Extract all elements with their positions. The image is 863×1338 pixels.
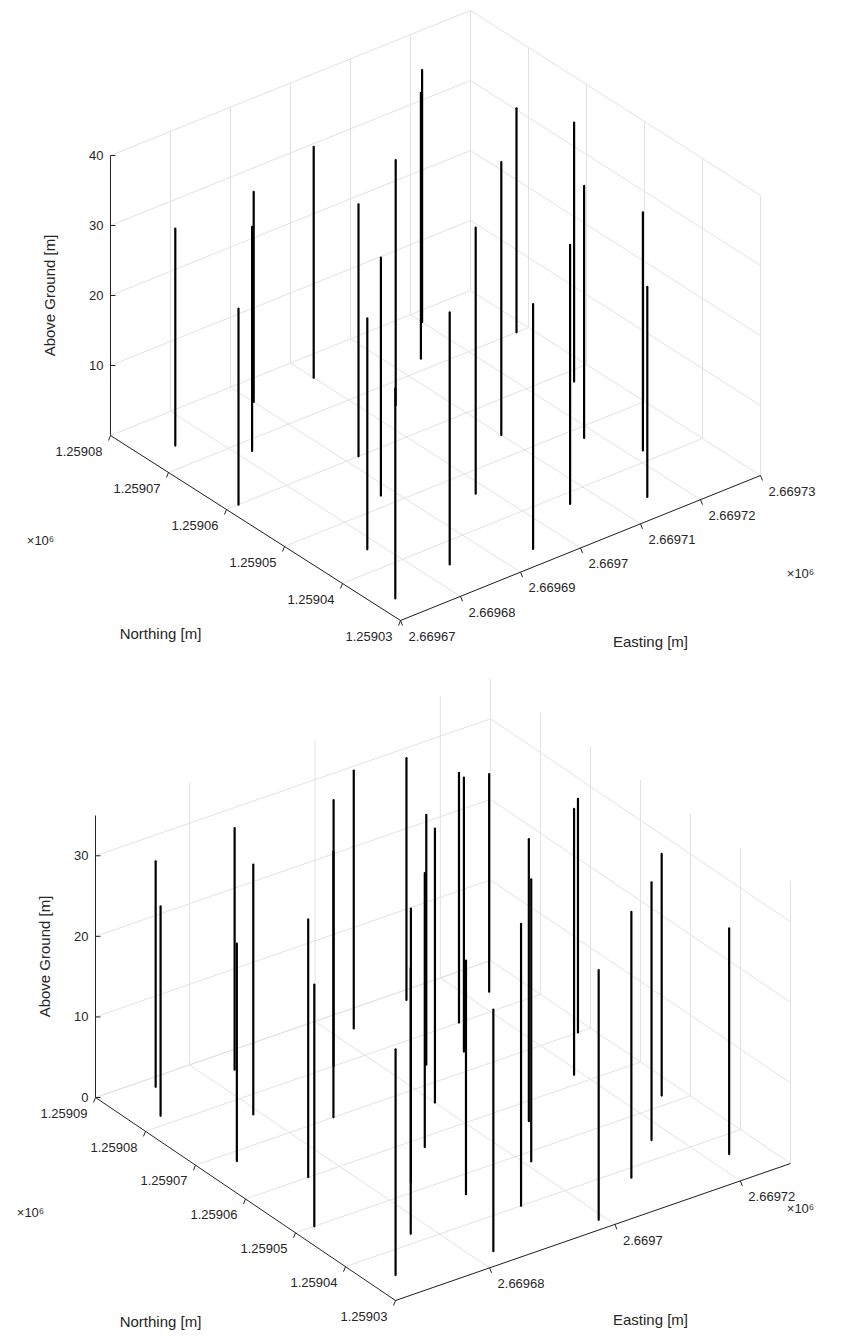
svg-text:2.66968: 2.66968 bbox=[469, 604, 516, 619]
svg-text:Above Ground [m]: Above Ground [m] bbox=[41, 235, 58, 357]
svg-text:Easting [m]: Easting [m] bbox=[613, 1311, 688, 1328]
svg-text:×10⁶: ×10⁶ bbox=[17, 1205, 44, 1220]
svg-text:2.66968: 2.66968 bbox=[498, 1276, 545, 1291]
svg-text:1.25906: 1.25906 bbox=[172, 518, 219, 533]
svg-text:2.66973: 2.66973 bbox=[769, 484, 816, 499]
svg-text:1.25903: 1.25903 bbox=[341, 1309, 388, 1324]
svg-text:1.25908: 1.25908 bbox=[56, 444, 103, 459]
svg-text:2.66972: 2.66972 bbox=[748, 1189, 796, 1205]
svg-text:Northing [m]: Northing [m] bbox=[120, 1313, 202, 1330]
svg-text:×10⁶: ×10⁶ bbox=[787, 1201, 814, 1216]
svg-text:20: 20 bbox=[89, 288, 103, 303]
svg-text:1.25907: 1.25907 bbox=[114, 481, 161, 496]
svg-text:1.25905: 1.25905 bbox=[241, 1241, 288, 1256]
svg-text:1.25907: 1.25907 bbox=[141, 1173, 188, 1188]
svg-text:1.25906: 1.25906 bbox=[191, 1207, 238, 1222]
svg-text:2.66967: 2.66967 bbox=[409, 629, 456, 644]
svg-text:20: 20 bbox=[74, 929, 88, 944]
svg-text:30: 30 bbox=[74, 848, 88, 863]
svg-text:10: 10 bbox=[74, 1009, 88, 1024]
svg-text:2.6697: 2.6697 bbox=[623, 1233, 663, 1248]
svg-text:Easting [m]: Easting [m] bbox=[613, 633, 688, 650]
svg-text:2.66972: 2.66972 bbox=[709, 508, 756, 523]
svg-text:1.25905: 1.25905 bbox=[230, 555, 277, 570]
svg-text:30: 30 bbox=[89, 218, 103, 233]
svg-text:1.25904: 1.25904 bbox=[291, 1275, 338, 1290]
svg-text:×10⁶: ×10⁶ bbox=[787, 566, 814, 581]
svg-text:1.25904: 1.25904 bbox=[288, 592, 335, 607]
svg-text:10: 10 bbox=[89, 358, 103, 373]
svg-text:2.6697: 2.6697 bbox=[589, 556, 629, 571]
svg-text:1.25908: 1.25908 bbox=[91, 1139, 138, 1154]
svg-text:2.66969: 2.66969 bbox=[529, 580, 576, 595]
svg-text:40: 40 bbox=[89, 148, 103, 163]
svg-text:1.25909: 1.25909 bbox=[41, 1106, 88, 1121]
svg-text:Northing [m]: Northing [m] bbox=[120, 625, 202, 642]
svg-text:×10⁶: ×10⁶ bbox=[27, 533, 54, 548]
svg-text:Above Ground [m]: Above Ground [m] bbox=[36, 896, 53, 1018]
svg-text:2.66971: 2.66971 bbox=[649, 532, 696, 547]
svg-text:1.25903: 1.25903 bbox=[346, 629, 393, 644]
svg-text:0: 0 bbox=[81, 1090, 88, 1105]
